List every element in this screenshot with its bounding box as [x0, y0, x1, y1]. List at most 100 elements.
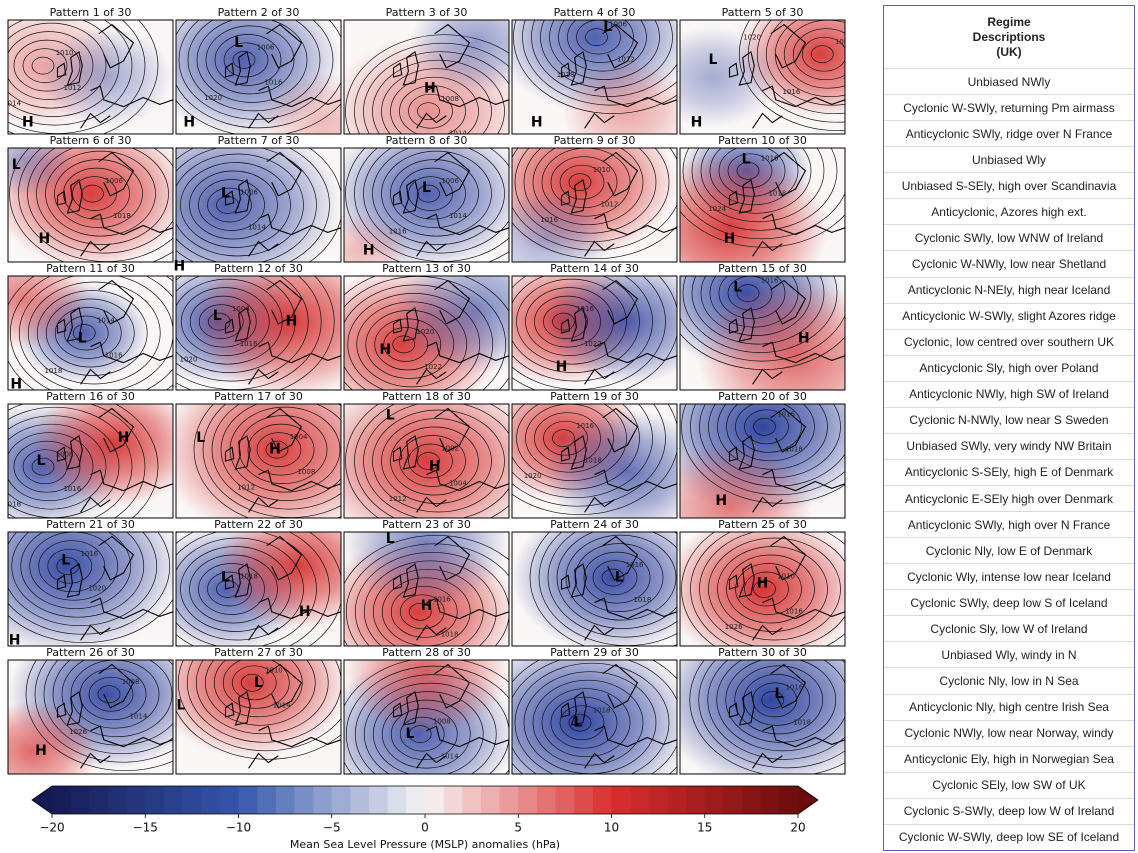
- regime-description: Cyclonic NWly, low near Norway, windy: [884, 721, 1134, 747]
- pressure-center: H: [429, 459, 441, 475]
- contour-label: 1016: [576, 305, 594, 313]
- colorbar-tick-label: 10: [604, 821, 619, 835]
- pressure-center: L: [234, 35, 243, 51]
- contour-label: 1012: [389, 495, 407, 503]
- colorbar-segment: [294, 786, 313, 814]
- contour-label: 1016: [782, 88, 800, 96]
- regime-description: Cyclonic Nly, low E of Denmark: [884, 538, 1134, 564]
- regime-description: Anticyclonic Ely, high in Norwegian Sea: [884, 747, 1134, 773]
- pressure-center: H: [724, 231, 736, 247]
- regime-description: Unbiased Wly, windy in N: [884, 642, 1134, 668]
- contour-label: 1020: [179, 356, 197, 364]
- colorbar-segment: [481, 786, 500, 814]
- contour-label: 1008: [441, 95, 459, 103]
- colorbar-segment: [779, 786, 798, 814]
- contour-label: 1014: [3, 100, 21, 108]
- pressure-center: L: [603, 19, 612, 35]
- panel-title: Pattern 25 of 30: [718, 518, 807, 531]
- contour-label: 1016: [761, 277, 779, 285]
- regime-description: Cyclonic SWly, deep low S of Iceland: [884, 590, 1134, 616]
- pressure-center: H: [715, 493, 727, 509]
- panel-title: Pattern 13 of 30: [382, 262, 471, 275]
- pressure-center: L: [221, 186, 230, 202]
- contour-label: 1012: [617, 56, 635, 64]
- panel-title: Pattern 26 of 30: [46, 646, 135, 659]
- pressure-center: H: [363, 243, 375, 259]
- pressure-center: H: [691, 115, 703, 131]
- contour-label: 1004: [449, 479, 467, 487]
- regime-description: Anticyclonic SWly, ridge over N France: [884, 121, 1134, 147]
- colorbar-segment: [537, 786, 556, 814]
- contour-label: 1014: [449, 212, 467, 220]
- pressure-center: L: [709, 52, 718, 68]
- panel-title: Pattern 5 of 30: [722, 6, 804, 19]
- contour-label: 1018: [793, 718, 811, 726]
- panel-title: Pattern 17 of 30: [214, 390, 303, 403]
- panel-title: Pattern 14 of 30: [550, 262, 639, 275]
- colorbar-segment: [462, 786, 481, 814]
- panel-title: Pattern 1 of 30: [50, 6, 132, 19]
- header-text: Regime Descriptions (UK): [963, 15, 1055, 60]
- contour-label: 1016: [785, 607, 803, 615]
- panel-title: Pattern 9 of 30: [554, 134, 636, 147]
- regime-description: Cyclonic W-NWly, low near Shetland: [884, 251, 1134, 277]
- pressure-center: H: [556, 359, 568, 375]
- colorbar-segment: [239, 786, 258, 814]
- colorbar-segment: [201, 786, 220, 814]
- panel-title: Pattern 18 of 30: [382, 390, 471, 403]
- colorbar-tick-label: −15: [133, 821, 158, 835]
- contour-label: 1010: [777, 573, 795, 581]
- panel-title: Pattern 12 of 30: [214, 262, 303, 275]
- pressure-center: L: [615, 570, 624, 586]
- contour-label: 1018: [240, 573, 258, 581]
- panel-title: Pattern 23 of 30: [382, 518, 471, 531]
- panel-title: Pattern 15 of 30: [718, 262, 807, 275]
- regime-description: Anticyclonic SWly, high over N France: [884, 512, 1134, 538]
- regime-description: Cyclonic W-SWly, deep low SE of Iceland: [884, 825, 1134, 850]
- contour-label: 1018: [557, 71, 575, 79]
- pressure-center: H: [531, 115, 543, 131]
- contour-label: 1016: [264, 78, 282, 86]
- colorbar-segment: [444, 786, 463, 814]
- panel-title: Pattern 3 of 30: [386, 6, 468, 19]
- contour-label: 1016: [105, 351, 123, 359]
- colorbar-segment: [350, 786, 369, 814]
- regime-description: Cyclonic S-SWly, deep low W of Ireland: [884, 799, 1134, 825]
- panel-title: Pattern 10 of 30: [718, 134, 807, 147]
- pressure-center: L: [37, 453, 46, 469]
- pressure-center: H: [183, 115, 195, 131]
- contour-label: 1016: [777, 410, 795, 418]
- panel-title: Pattern 16 of 30: [46, 390, 135, 403]
- panel-title: Pattern 29 of 30: [550, 646, 639, 659]
- pressure-center: H: [38, 231, 50, 247]
- contour-label: 1010: [265, 666, 283, 674]
- pressure-center: H: [118, 430, 130, 446]
- pressure-center: H: [379, 342, 391, 358]
- regime-description: Anticyclonic W-SWly, slight Azores ridge: [884, 304, 1134, 330]
- panel-title: Pattern 22 of 30: [214, 518, 303, 531]
- contour-label: 1018: [785, 445, 803, 453]
- table-header: Regime Descriptions (UK): [884, 6, 1134, 69]
- pressure-center: L: [61, 553, 70, 569]
- contour-label: 1020: [204, 94, 222, 102]
- contour-label: 1004: [290, 433, 308, 441]
- contour-label: 1010: [56, 49, 74, 57]
- colorbar-segment: [369, 786, 388, 814]
- regime-description: Anticyclonic S-SEly, high E of Denmark: [884, 460, 1134, 486]
- contour-label: 1006: [441, 177, 459, 185]
- contour-label: 1002: [441, 445, 459, 453]
- pressure-center: H: [798, 331, 810, 347]
- pressure-center: H: [9, 632, 21, 648]
- contour-label: 1018: [113, 212, 131, 220]
- regime-description: Cyclonic Wly, intense low near Iceland: [884, 564, 1134, 590]
- contour-label: 1014: [273, 701, 291, 709]
- panel-title: Pattern 7 of 30: [218, 134, 300, 147]
- contour-label: 1016: [785, 683, 803, 691]
- contour-label: 1020: [743, 34, 761, 42]
- colorbar-segment: [667, 786, 686, 814]
- regime-description: Cyclonic Sly, low W of Ireland: [884, 616, 1134, 642]
- regime-description: Cyclonic Nly, low in N Sea: [884, 668, 1134, 694]
- contour-label: 1020: [524, 472, 542, 480]
- contour-label: 1010: [593, 166, 611, 174]
- pressure-center: L: [176, 698, 185, 714]
